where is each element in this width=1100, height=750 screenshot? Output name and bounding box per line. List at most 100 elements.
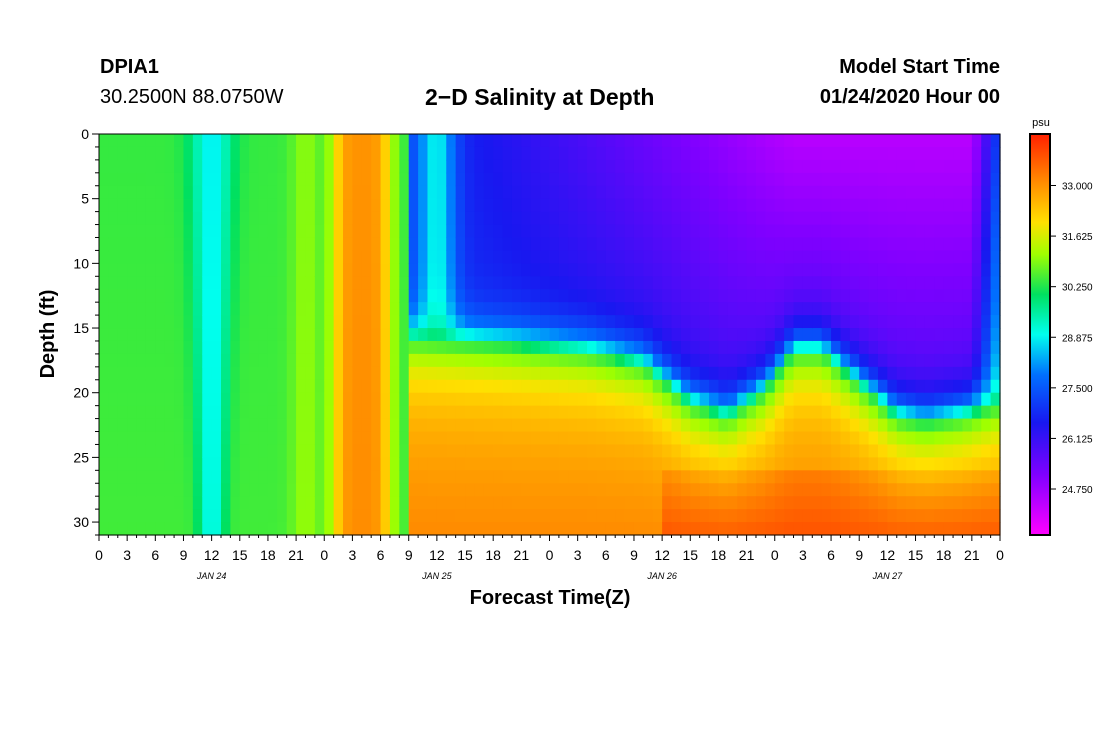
heatmap-cell (859, 444, 870, 458)
heatmap-cell (558, 224, 569, 239)
heatmap-cell (624, 302, 635, 316)
heatmap-cell (737, 483, 748, 497)
heatmap-cell (643, 211, 654, 226)
heatmap-cell (99, 302, 109, 316)
heatmap-cell (155, 237, 166, 252)
heatmap-cell (877, 522, 888, 536)
heatmap-cell (727, 263, 738, 277)
heatmap-cell (502, 250, 513, 264)
heatmap-cell (727, 483, 738, 497)
heatmap-cell (680, 470, 691, 484)
heatmap-cell (906, 353, 917, 368)
heatmap-cell (418, 237, 429, 252)
heatmap-cell (737, 431, 748, 446)
heatmap-cell (521, 392, 532, 407)
heatmap-cell (521, 457, 532, 471)
heatmap-cell (446, 392, 457, 407)
heatmap-cell (202, 237, 213, 252)
heatmap-cell (943, 211, 954, 226)
heatmap-cell (755, 211, 766, 226)
heatmap-cell (981, 353, 992, 368)
heatmap-cell (192, 509, 203, 523)
heatmap-cell (587, 328, 598, 342)
heatmap-cell (183, 444, 194, 458)
heatmap-cell (943, 289, 954, 303)
heatmap-cell (549, 250, 560, 264)
heatmap-cell (127, 522, 138, 536)
heatmap-cell (192, 483, 203, 497)
heatmap-cell (633, 379, 644, 394)
heatmap-cell (183, 237, 194, 252)
heatmap-cell (502, 328, 513, 342)
heatmap-cell (699, 146, 710, 161)
heatmap-cell (915, 289, 926, 303)
heatmap-cell (352, 302, 363, 316)
heatmap-cell (774, 353, 785, 368)
heatmap-cell (277, 224, 288, 239)
heatmap-cell (371, 496, 382, 510)
heatmap-cell (943, 418, 954, 433)
heatmap-cell (699, 457, 710, 471)
heatmap-cell (709, 509, 720, 523)
heatmap-cell (849, 457, 860, 471)
heatmap-cell (943, 522, 954, 536)
heatmap-cell (596, 146, 607, 161)
heatmap-cell (296, 470, 307, 484)
heatmap-cell (981, 237, 992, 252)
heatmap-cell (549, 353, 560, 368)
heatmap-cell (314, 353, 325, 368)
heatmap-cell (164, 185, 175, 200)
heatmap-cell (793, 405, 804, 420)
heatmap-cell (887, 315, 898, 329)
heatmap-cell (671, 366, 682, 381)
heatmap-cell (277, 509, 288, 523)
heatmap-cell (643, 366, 654, 381)
heatmap-cell (699, 315, 710, 329)
heatmap-cell (549, 405, 560, 420)
heatmap-cell (877, 237, 888, 252)
heatmap-cell (183, 328, 194, 342)
heatmap-cell (324, 483, 335, 497)
heatmap-cell (145, 366, 156, 381)
heatmap-cell (408, 289, 419, 303)
heatmap-cell (474, 146, 485, 161)
heatmap-cell (924, 431, 935, 446)
heatmap-cell (924, 405, 935, 420)
heatmap-cell (699, 211, 710, 226)
heatmap-cell (821, 431, 832, 446)
heatmap-cell (493, 328, 504, 342)
heatmap-cell (568, 263, 579, 277)
heatmap-cell (906, 340, 917, 355)
heatmap-cell (915, 522, 926, 536)
heatmap-cell (849, 522, 860, 536)
heatmap-cell (784, 522, 795, 536)
heatmap-cell (521, 211, 532, 226)
heatmap-cell (953, 431, 964, 446)
heatmap-cell (953, 457, 964, 471)
heatmap-cell (577, 198, 588, 213)
heatmap-cell (286, 366, 297, 381)
heatmap-cell (746, 353, 757, 368)
heatmap-cell (455, 172, 466, 187)
heatmap-cell (577, 224, 588, 239)
heatmap-cell (192, 366, 203, 381)
heatmap-cell (258, 366, 269, 381)
heatmap-cell (727, 172, 738, 187)
heatmap-cell (333, 276, 344, 290)
heatmap-cell (530, 198, 541, 213)
heatmap-cell (343, 392, 354, 407)
heatmap-cell (633, 224, 644, 239)
heatmap-cell (427, 172, 438, 187)
heatmap-cell (408, 457, 419, 471)
heatmap-cell (493, 340, 504, 355)
heatmap-cell (136, 457, 147, 471)
heatmap-cell (145, 483, 156, 497)
heatmap-cell (145, 315, 156, 329)
heatmap-cell (436, 263, 447, 277)
heatmap-cell (962, 340, 973, 355)
heatmap-cell (699, 483, 710, 497)
heatmap-cell (887, 250, 898, 264)
heatmap-cell (934, 328, 945, 342)
heatmap-cell (371, 289, 382, 303)
heatmap-cell (690, 289, 701, 303)
